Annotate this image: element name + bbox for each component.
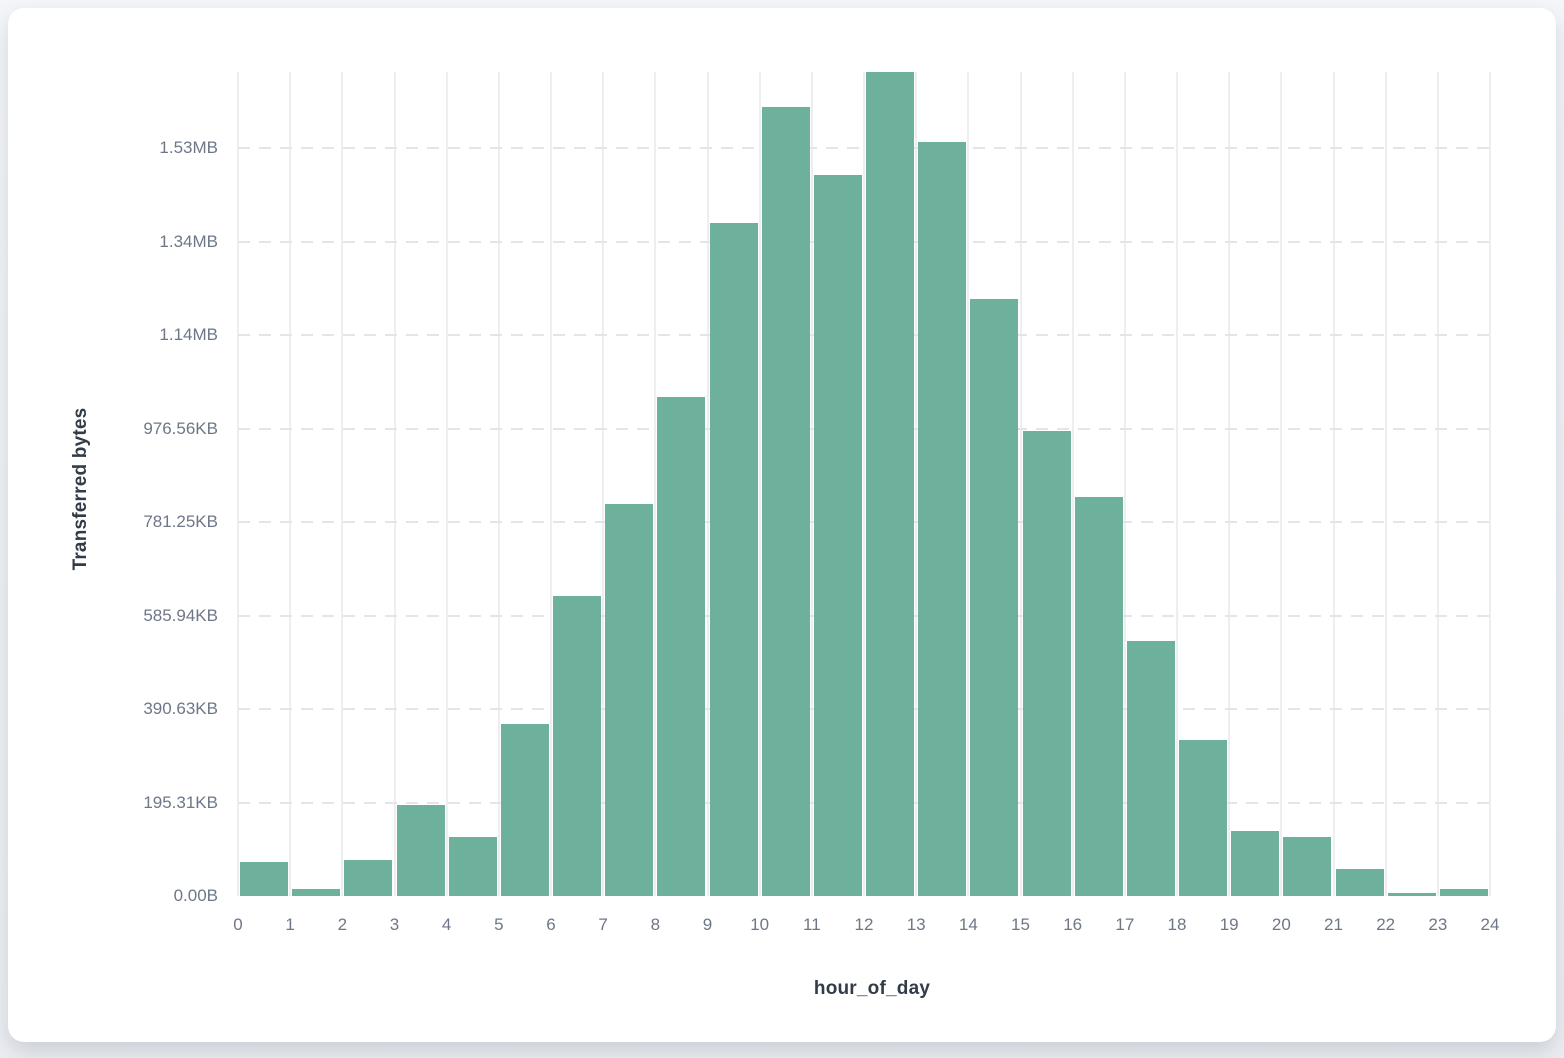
x-tick-label: 14: [958, 915, 978, 934]
vertical-gridline: [758, 72, 761, 896]
vertical-gridline: [1384, 72, 1387, 896]
x-tick-label: 15: [1011, 915, 1030, 934]
horizontal-gridline: [238, 240, 1490, 243]
vertical-gridline: [497, 72, 500, 896]
y-tick-label: 1.53MB: [159, 138, 218, 158]
histogram-bar[interactable]: [1231, 831, 1280, 896]
horizontal-gridline: [238, 521, 1490, 524]
x-tick-label: 18: [1167, 915, 1187, 934]
vertical-gridline: [1332, 72, 1335, 896]
histogram-bar[interactable]: [761, 107, 810, 896]
x-tick-label: 17: [1115, 915, 1135, 934]
vertical-gridline: [810, 72, 813, 896]
histogram-bar[interactable]: [970, 298, 1019, 896]
x-tick-label: 5: [494, 915, 504, 934]
y-tick-label: 1.14MB: [159, 325, 218, 345]
histogram-bar[interactable]: [1283, 837, 1332, 896]
horizontal-gridline: [238, 334, 1490, 337]
histogram-bar[interactable]: [1179, 740, 1228, 896]
histogram-bar[interactable]: [553, 596, 602, 896]
x-tick-label: 4: [441, 915, 452, 934]
x-tick-label: 3: [389, 915, 400, 934]
histogram-bar[interactable]: [240, 861, 289, 896]
horizontal-gridline: [238, 147, 1490, 150]
vertical-gridline: [1123, 72, 1126, 896]
plot-area: [237, 72, 1491, 896]
histogram-bar[interactable]: [344, 860, 393, 896]
histogram-bar[interactable]: [813, 175, 862, 896]
y-tick-label: 781.25KB: [143, 512, 218, 532]
histogram-bar[interactable]: [866, 72, 915, 896]
vertical-gridline: [706, 72, 709, 896]
x-tick-label: 11: [803, 915, 821, 934]
y-tick-label: 195.31KB: [143, 792, 218, 812]
vertical-gridline: [915, 72, 918, 896]
x-tick-label: 2: [337, 915, 348, 934]
histogram-bar[interactable]: [1022, 430, 1071, 896]
histogram-bar[interactable]: [709, 222, 758, 896]
x-tick-label: 19: [1219, 915, 1239, 934]
x-axis-title: hour_of_day: [813, 978, 931, 999]
x-tick-label: 12: [854, 915, 874, 934]
x-tick-label: 20: [1271, 915, 1291, 934]
vertical-gridline: [1019, 72, 1022, 896]
vertical-gridline: [341, 72, 344, 896]
horizontal-gridline: [238, 801, 1490, 804]
x-tick-label: 24: [1480, 915, 1500, 934]
vertical-gridline: [1436, 72, 1439, 896]
x-tick-label: 10: [750, 915, 770, 934]
y-tick-label: 1.34MB: [159, 231, 218, 251]
vertical-gridline: [1071, 72, 1074, 896]
histogram-bar[interactable]: [500, 724, 549, 896]
histogram-bar[interactable]: [918, 141, 967, 896]
vertical-gridline: [237, 72, 239, 896]
vertical-gridline: [602, 72, 605, 896]
horizontal-gridline: [238, 614, 1490, 617]
vertical-gridline: [967, 72, 970, 896]
histogram-bar[interactable]: [1439, 889, 1488, 896]
vertical-gridline: [393, 72, 396, 896]
horizontal-gridline: [238, 427, 1490, 430]
vertical-gridline: [1228, 72, 1231, 896]
histogram-bar[interactable]: [396, 805, 445, 896]
histogram-bar[interactable]: [448, 837, 497, 896]
x-tick-label: 16: [1063, 915, 1083, 934]
vertical-gridline: [550, 72, 552, 896]
x-tick-label: 7: [598, 915, 608, 934]
x-tick-label: 21: [1324, 915, 1343, 934]
vertical-gridline: [654, 72, 657, 896]
y-tick-label: 585.94KB: [143, 605, 218, 625]
x-tick-label: 1: [285, 915, 295, 934]
vertical-gridline: [289, 72, 292, 896]
x-tick-label: 6: [546, 915, 556, 934]
histogram-bar[interactable]: [1335, 868, 1384, 896]
histogram-bar[interactable]: [1074, 497, 1123, 896]
y-tick-label: 390.63KB: [143, 699, 218, 719]
x-tick-label: 9: [702, 915, 713, 934]
x-tick-label: 23: [1428, 915, 1448, 934]
x-tick-label: 13: [906, 915, 926, 934]
y-tick-label: 976.56KB: [143, 418, 218, 438]
histogram-bar[interactable]: [1126, 641, 1175, 896]
y-axis-title: Transferred bytes: [70, 407, 91, 571]
x-tick-label: 0: [233, 915, 243, 934]
x-tick-label: 22: [1376, 915, 1396, 934]
histogram-bar[interactable]: [292, 889, 341, 896]
horizontal-gridline: [238, 708, 1490, 711]
vertical-gridline: [1176, 72, 1178, 896]
x-tick-label: 8: [650, 915, 661, 934]
vertical-gridline: [1489, 72, 1491, 896]
histogram-bar[interactable]: [605, 504, 654, 896]
vertical-gridline: [1280, 72, 1283, 896]
vertical-gridline: [445, 72, 448, 896]
y-tick-label: 0.00B: [173, 886, 218, 905]
histogram-bar[interactable]: [1387, 893, 1436, 896]
vertical-gridline: [863, 72, 865, 896]
histogram-bar[interactable]: [657, 397, 706, 896]
